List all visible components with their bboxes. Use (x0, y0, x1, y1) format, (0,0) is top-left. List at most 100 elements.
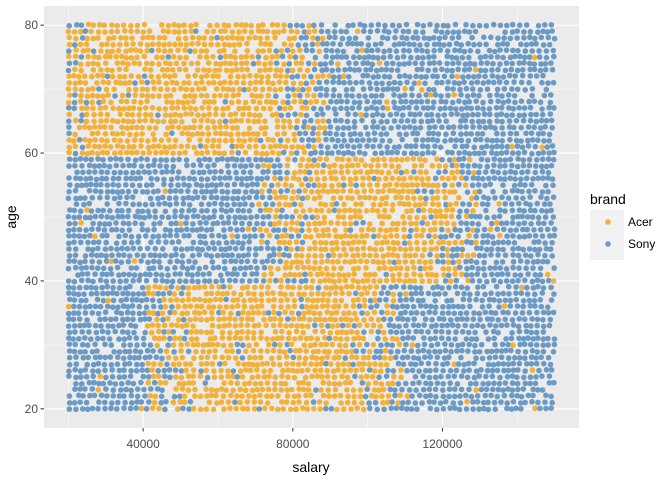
point-sony (449, 35, 456, 41)
point-acer (66, 303, 72, 310)
point-sony (511, 79, 517, 85)
point-sony (93, 329, 100, 336)
point-sony (143, 296, 150, 303)
point-acer (365, 354, 372, 361)
point-sony (513, 405, 519, 412)
point-sony (396, 73, 403, 80)
point-sony (71, 207, 78, 214)
point-sony (494, 54, 501, 60)
point-acer (89, 92, 96, 99)
point-sony (289, 214, 296, 220)
point-sony (78, 117, 84, 124)
point-acer (343, 329, 350, 336)
point-acer (299, 246, 305, 252)
point-acer (102, 60, 109, 66)
point-sony (471, 150, 478, 157)
point-acer (311, 28, 318, 34)
point-sony (464, 112, 471, 118)
point-sony (190, 239, 197, 246)
point-sony (526, 98, 532, 105)
point-acer (239, 374, 246, 380)
point-sony (357, 99, 363, 106)
point-acer (209, 361, 216, 367)
point-sony (77, 386, 83, 392)
point-acer (210, 304, 217, 310)
point-sony (338, 117, 344, 124)
point-sony (478, 367, 484, 373)
point-sony (534, 200, 540, 207)
point-sony (295, 42, 302, 48)
point-sony (232, 258, 239, 265)
point-sony (480, 176, 486, 182)
point-sony (276, 310, 282, 317)
point-sony (97, 303, 104, 310)
point-sony (97, 194, 103, 201)
point-acer (255, 322, 262, 329)
point-sony (431, 41, 438, 48)
point-sony (497, 61, 503, 67)
point-acer (174, 322, 180, 329)
point-acer (131, 60, 138, 66)
point-acer (315, 290, 321, 297)
point-acer (327, 330, 334, 336)
point-acer (90, 22, 97, 28)
point-acer (215, 41, 221, 48)
point-sony (458, 373, 465, 380)
point-sony (353, 60, 359, 67)
point-sony (90, 373, 96, 380)
point-sony (521, 374, 527, 381)
point-sony (319, 67, 325, 74)
point-acer (287, 264, 294, 271)
point-sony (82, 349, 88, 355)
point-sony (123, 200, 129, 207)
point-acer (341, 73, 347, 80)
point-acer (208, 41, 214, 48)
point-sony (104, 303, 111, 310)
point-sony (98, 213, 105, 220)
point-acer (406, 240, 413, 246)
point-acer (194, 67, 201, 73)
point-sony (432, 386, 439, 393)
point-sony (486, 47, 493, 54)
point-sony (441, 73, 448, 80)
point-acer (65, 86, 72, 92)
point-acer (95, 130, 101, 136)
point-acer (236, 105, 242, 112)
point-acer (302, 233, 309, 240)
point-sony (503, 149, 510, 156)
point-acer (325, 297, 331, 304)
point-acer (204, 137, 211, 144)
point-acer (441, 188, 447, 195)
point-sony (260, 278, 267, 284)
point-acer (134, 124, 140, 131)
point-acer (429, 271, 435, 278)
point-sony (97, 316, 103, 323)
point-sony (96, 380, 102, 387)
point-acer (234, 143, 240, 150)
point-acer (198, 303, 205, 310)
point-acer (290, 80, 297, 86)
point-sony (103, 271, 110, 278)
point-acer (360, 361, 367, 367)
point-sony (309, 41, 316, 48)
point-acer (245, 361, 252, 368)
point-sony (475, 265, 482, 272)
point-sony (211, 213, 217, 220)
point-sony (514, 380, 521, 387)
point-acer (359, 47, 365, 53)
point-acer (263, 54, 269, 61)
point-sony (204, 207, 210, 214)
point-sony (542, 214, 549, 220)
point-acer (293, 328, 300, 335)
point-sony (345, 22, 352, 29)
point-sony (524, 214, 531, 220)
point-acer (282, 201, 289, 208)
point-acer (196, 35, 202, 41)
point-acer (199, 131, 206, 137)
point-acer (278, 297, 284, 304)
point-acer (137, 106, 143, 112)
point-acer (145, 380, 152, 386)
point-sony (107, 208, 113, 214)
point-sony (86, 379, 93, 386)
point-sony (79, 341, 86, 348)
